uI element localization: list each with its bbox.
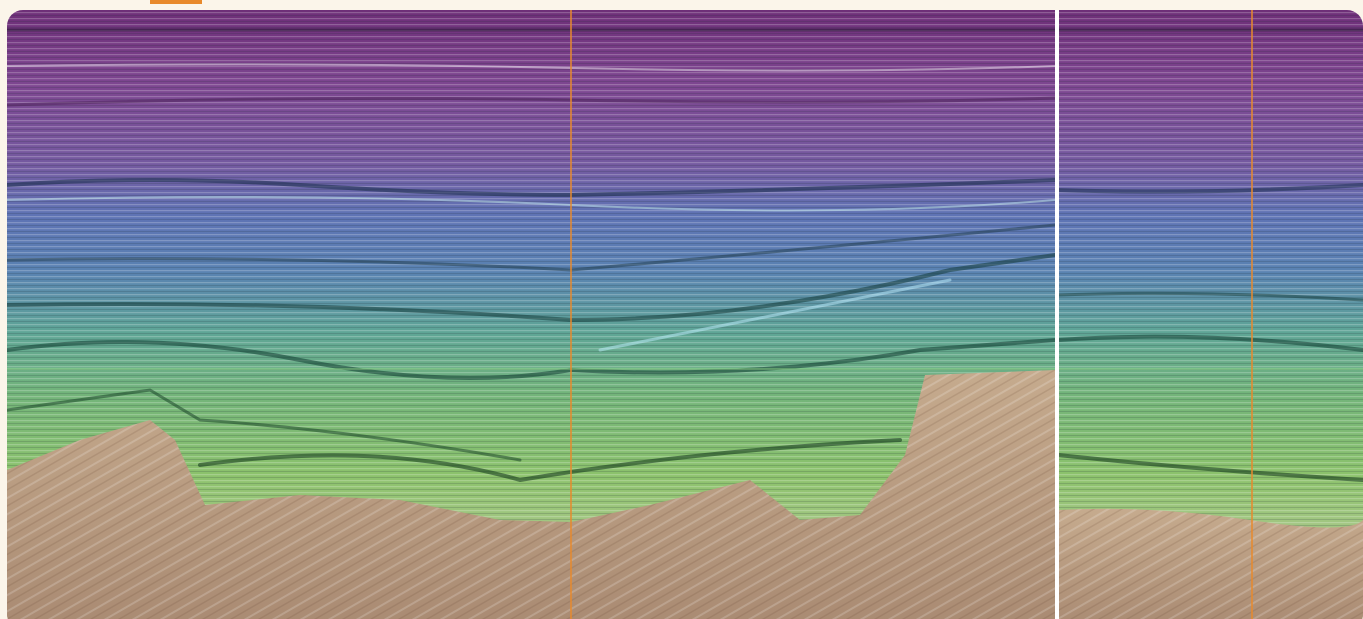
seismic-image [7, 10, 1363, 619]
tab-marker [150, 0, 202, 4]
